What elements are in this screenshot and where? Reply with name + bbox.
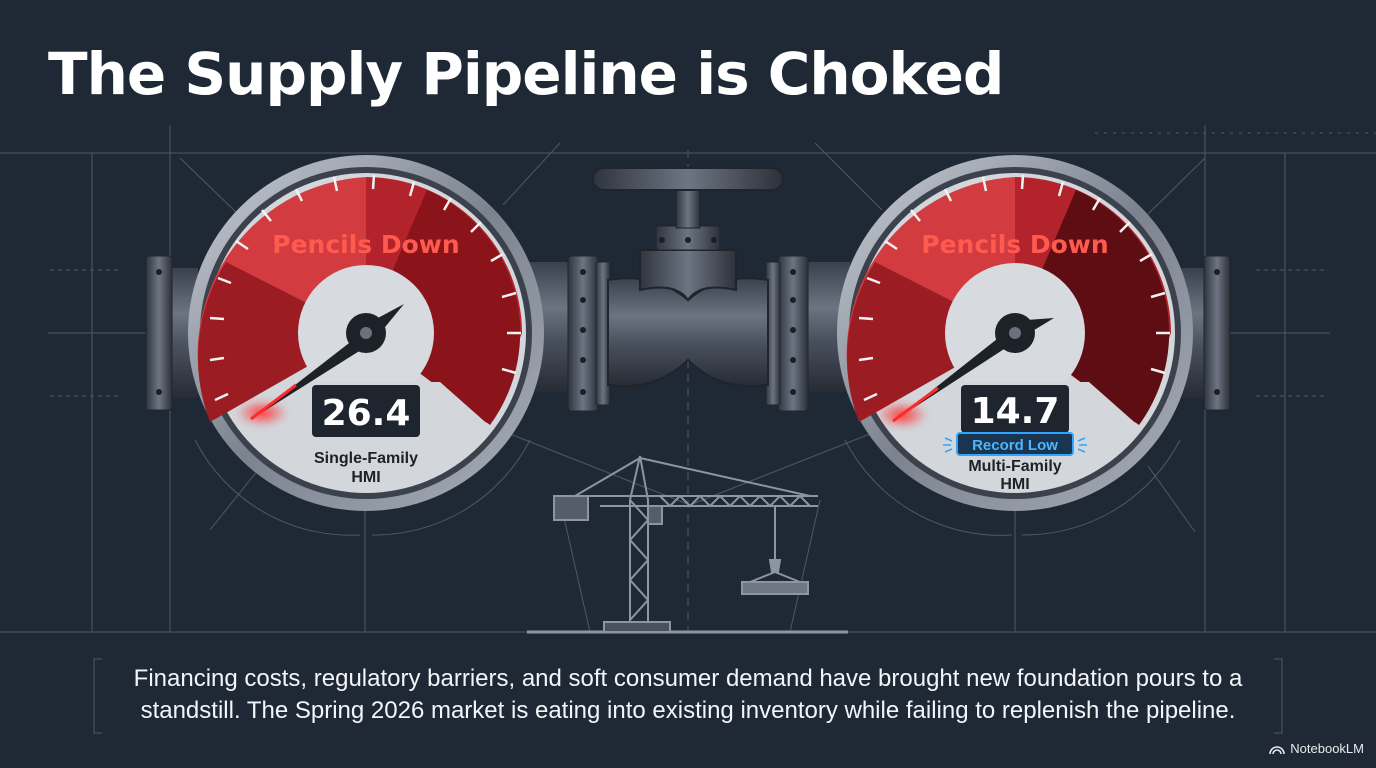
gauge-label-left-line2: HMI [351, 469, 380, 486]
caption-text: Financing costs, regulatory barriers, an… [133, 665, 1243, 724]
gauge-label-right-line2: HMI [1000, 476, 1029, 493]
gauge-label-left-line1: Single-Family [314, 450, 418, 467]
value-left: 26.4 [322, 393, 411, 434]
value-box-right [961, 385, 1069, 433]
gauge-banner-right: Pencils Down [921, 230, 1108, 259]
gauge-multi-family [837, 155, 1193, 511]
value-right: 14.7 [971, 391, 1060, 432]
record-low-badge: Record Low [943, 432, 1087, 456]
blueprint-guides [0, 125, 1376, 734]
page-title: The Supply Pipeline is Choked [48, 40, 1004, 108]
crane-icon [527, 455, 848, 634]
notebooklm-logo-icon [1269, 745, 1286, 754]
gauge-banner-left: Pencils Down [272, 230, 459, 259]
brand-label: NotebookLM [1290, 741, 1364, 756]
record-low-text: Record Low [972, 437, 1058, 454]
value-box-left [312, 385, 420, 437]
gauge-label-right-line1: Multi-Family [968, 458, 1061, 475]
brand-watermark: NotebookLM [1269, 741, 1364, 756]
